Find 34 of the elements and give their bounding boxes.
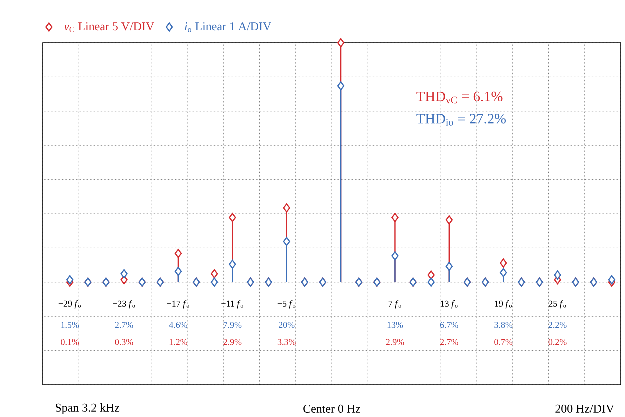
text: 0.2% [548,339,567,346]
x-tick-label: −23 f$_{o}$ [113,300,136,309]
text: 2.9% [386,339,404,346]
text: 1.2% [170,339,188,346]
text: 20% [279,322,295,328]
x-tick-label: −17 f$_{o}$ [167,300,190,309]
legend-label: i$_{o}$ Linear 1 A/DIV [185,22,272,32]
text: 3.8% [494,322,513,328]
annotation: THD$_{vC}$ = 6.1% [416,92,503,104]
x-tick-label: 13 f$_{o}$ [441,300,458,309]
text: 200 Hz/DIV [556,404,614,414]
x-tick-label: 7 f$_{o}$ [388,300,402,309]
x-tick-label: −11 f$_{o}$ [222,300,244,309]
text: Center 0 Hz [304,404,361,413]
text: 1.5% [62,322,80,328]
text: 3.3% [278,339,296,346]
x-tick-label: −5 f$_{o}$ [278,300,296,309]
text: Span 3.2 kHz [56,404,120,414]
text: 0.1% [61,339,80,346]
annotation: THD$_{io}$ = 27.2% [416,114,506,126]
text: 6.7% [440,322,458,328]
text: 2.7% [115,322,134,328]
text: 0.3% [115,339,134,346]
text: 0.7% [494,339,513,346]
text: 4.6% [169,322,188,328]
x-tick-label: 19 f$_{o}$ [495,300,512,309]
x-tick-label: −29 f$_{o}$ [58,300,82,309]
text: 2.2% [548,322,567,328]
text: 7.9% [224,322,242,328]
text: 13% [388,322,404,328]
text: 2.9% [224,339,242,346]
legend-label: v$_{C}$ Linear 5 V/DIV [64,22,154,32]
x-tick-label: 25 f$_{o}$ [549,300,566,309]
text: 2.7% [440,339,458,346]
